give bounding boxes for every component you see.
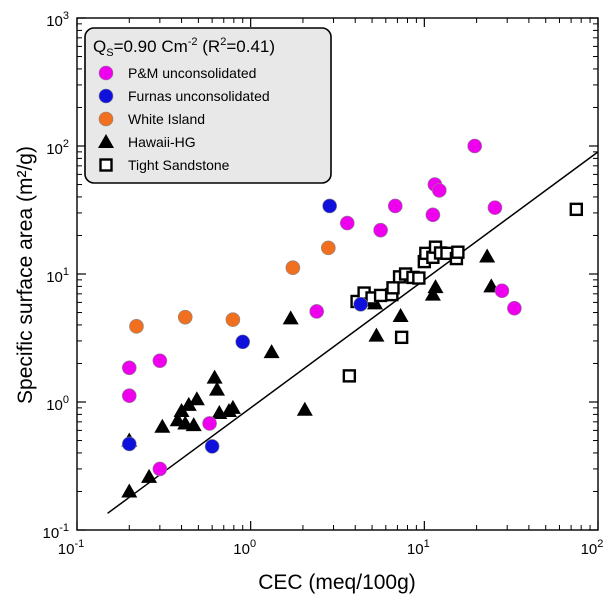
point-hawaii-hg: [368, 327, 385, 342]
y-tick-label: 103: [46, 10, 69, 30]
point-hawaii-hg: [154, 418, 171, 433]
legend-label-p-m-unconsolidated: P&M unconsolidated: [128, 65, 256, 81]
x-tick-label: 100: [233, 538, 256, 558]
point-hawaii-hg: [424, 286, 441, 301]
point-p-m-unconsolidated: [487, 200, 503, 215]
point-hawaii-hg: [224, 399, 241, 414]
point-hawaii-hg: [141, 468, 158, 483]
legend-label-furnas-unconsolidated: Furnas unconsolidated: [128, 88, 270, 104]
legend-marker-furnas-unconsolidated: [98, 88, 114, 104]
fit-equation: QS=0.90 Cm-2 (R2=0.41): [93, 36, 275, 59]
axes: 10-1 100 101 102 10-1 100 101 102 103: [43, 10, 604, 558]
legend-marker-p-m-unconsolidated: [98, 65, 114, 81]
legend-marker-hawaii-hg: [98, 134, 114, 148]
y-axis-label: Specific surface area (m²/g): [14, 146, 37, 404]
point-p-m-unconsolidated: [387, 198, 403, 214]
legend-label-hawaii-hg: Hawaii-HG: [128, 134, 196, 150]
point-white-island: [321, 240, 336, 256]
point-p-m-unconsolidated: [339, 215, 355, 231]
point-hawaii-hg: [188, 391, 205, 406]
point-hawaii-hg: [180, 396, 197, 411]
point-white-island: [285, 260, 301, 276]
point-p-m-unconsolidated: [152, 461, 168, 477]
point-p-m-unconsolidated: [467, 138, 483, 154]
point-hawaii-hg: [121, 483, 138, 498]
legend-items: P&M unconsolidated Furnas unconsolidated W…: [98, 65, 270, 173]
point-tight-sandstone: [394, 330, 409, 345]
x-axis-label: CEC (meq/100g): [258, 571, 416, 594]
point-p-m-unconsolidated: [507, 300, 522, 316]
x-tick-label: 10-1: [58, 538, 84, 558]
y-tick-label: 102: [46, 138, 69, 158]
point-furnas-unconsolidated: [204, 439, 220, 454]
y-tick-label: 100: [46, 394, 69, 414]
data-points: [107, 138, 599, 514]
point-furnas-unconsolidated: [235, 334, 251, 350]
legend-box: [84, 27, 332, 184]
legend-marker-white-island: [98, 111, 114, 127]
point-hawaii-hg: [392, 307, 409, 322]
point-p-m-unconsolidated: [121, 360, 137, 376]
point-hawaii-hg: [282, 310, 299, 325]
point-p-m-unconsolidated: [309, 304, 324, 319]
point-hawaii-hg: [185, 417, 202, 432]
point-tight-sandstone: [412, 271, 426, 285]
point-p-m-unconsolidated: [425, 207, 441, 223]
point-hawaii-hg: [209, 381, 226, 396]
legend-label-tight-sandstone: Tight Sandstone: [128, 157, 230, 173]
point-hawaii-hg: [263, 344, 280, 359]
fit-line: [107, 151, 599, 514]
point-white-island: [225, 312, 241, 327]
point-tight-sandstone: [451, 245, 465, 259]
y-tick-label: 101: [46, 266, 69, 286]
point-hawaii-hg: [479, 248, 496, 263]
point-hawaii-hg: [296, 401, 313, 416]
point-furnas-unconsolidated: [353, 296, 368, 312]
point-tight-sandstone: [342, 369, 357, 383]
point-p-m-unconsolidated: [121, 388, 137, 404]
point-p-m-unconsolidated: [202, 416, 217, 431]
legend-label-white-island: White Island: [128, 111, 205, 127]
point-white-island: [177, 309, 193, 325]
point-tight-sandstone: [373, 288, 388, 303]
point-furnas-unconsolidated: [322, 198, 337, 214]
x-tick-label: 102: [581, 538, 604, 558]
point-furnas-unconsolidated: [121, 436, 137, 452]
point-p-m-unconsolidated: [432, 183, 447, 198]
point-p-m-unconsolidated: [152, 353, 168, 369]
point-hawaii-hg: [427, 279, 444, 294]
point-tight-sandstone: [386, 281, 400, 295]
y-tick-label: 10-1: [43, 522, 69, 542]
x-tick-label: 101: [407, 538, 430, 558]
point-hawaii-hg: [206, 369, 223, 384]
legend: QS=0.90 Cm-2 (R2=0.41) P&M unconsolidate…: [84, 27, 332, 184]
point-p-m-unconsolidated: [373, 222, 388, 238]
point-tight-sandstone: [569, 202, 584, 217]
point-p-m-unconsolidated: [494, 283, 510, 299]
point-white-island: [129, 319, 144, 334]
legend-marker-tight-sandstone: [99, 158, 113, 172]
